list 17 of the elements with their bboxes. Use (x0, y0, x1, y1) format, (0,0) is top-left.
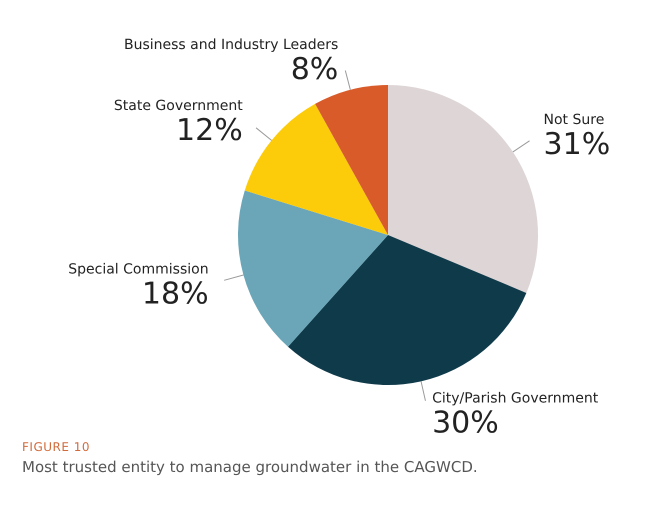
data-label: 12% (176, 113, 243, 148)
slice-label: Not Sure (544, 112, 604, 128)
slice-label: Special Commission (68, 262, 209, 278)
data-label: 8% (290, 52, 338, 87)
pie-slice (288, 235, 526, 385)
data-label: 30% (432, 406, 499, 441)
pie-slice (244, 104, 388, 235)
caption: FIGURE 10 (22, 440, 92, 454)
slice-label: Business and Industry Leaders (124, 36, 338, 53)
slice-label: State Government (114, 98, 244, 114)
pie-slice (315, 85, 388, 235)
data-label: 18% (142, 276, 209, 312)
pie-slice (238, 190, 388, 347)
pie-slice (388, 85, 538, 293)
slice-label: City/Parish Government (432, 390, 599, 407)
text: Most trusted entity to manage groundwater in the CAGWCD. (22, 458, 479, 476)
data-label: 31% (544, 127, 610, 162)
